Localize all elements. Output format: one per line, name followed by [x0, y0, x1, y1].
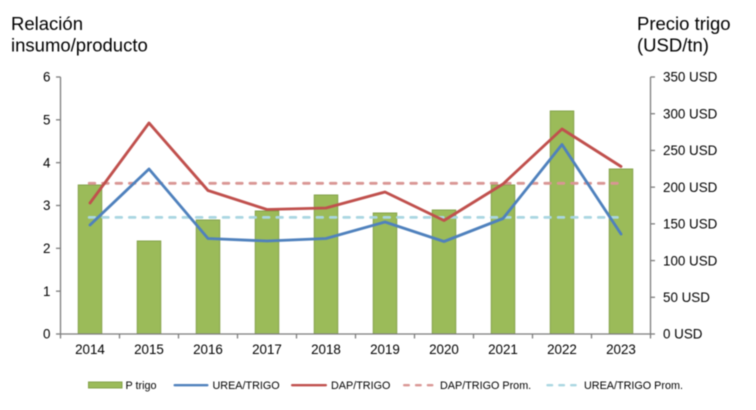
svg-text:DAP/TRIGO Prom.: DAP/TRIGO Prom. — [440, 380, 531, 392]
svg-text:2022: 2022 — [547, 342, 577, 357]
svg-text:150 USD: 150 USD — [663, 217, 718, 232]
svg-text:200 USD: 200 USD — [663, 180, 718, 195]
svg-text:0 USD: 0 USD — [663, 327, 703, 342]
svg-text:Relación: Relación — [11, 13, 83, 34]
svg-text:2018: 2018 — [311, 342, 341, 357]
svg-text:2021: 2021 — [488, 342, 518, 357]
svg-text:6: 6 — [43, 70, 50, 85]
svg-text:300 USD: 300 USD — [663, 106, 718, 121]
svg-text:250 USD: 250 USD — [663, 143, 718, 158]
svg-text:0: 0 — [43, 327, 50, 342]
svg-text:UREA/TRIGO Prom.: UREA/TRIGO Prom. — [584, 380, 683, 392]
svg-text:UREA/TRIGO: UREA/TRIGO — [213, 380, 280, 392]
svg-text:350 USD: 350 USD — [663, 70, 718, 85]
svg-text:2015: 2015 — [134, 342, 164, 357]
svg-text:2016: 2016 — [193, 342, 223, 357]
svg-text:DAP/TRIGO: DAP/TRIGO — [331, 380, 390, 392]
svg-text:1: 1 — [43, 284, 50, 299]
svg-text:2023: 2023 — [606, 342, 636, 357]
svg-text:5: 5 — [43, 113, 50, 128]
svg-text:100 USD: 100 USD — [663, 253, 718, 268]
svg-text:2019: 2019 — [370, 342, 400, 357]
svg-text:2020: 2020 — [429, 342, 459, 357]
svg-text:3: 3 — [43, 198, 50, 213]
svg-text:2014: 2014 — [75, 342, 105, 357]
svg-text:P trigo: P trigo — [126, 380, 157, 392]
svg-text:2017: 2017 — [252, 342, 282, 357]
svg-text:insumo/producto: insumo/producto — [11, 35, 148, 56]
svg-text:(USD/tn): (USD/tn) — [637, 35, 709, 56]
svg-text:2: 2 — [43, 241, 50, 256]
svg-text:50 USD: 50 USD — [663, 290, 710, 305]
svg-text:4: 4 — [43, 155, 51, 170]
svg-text:Precio trigo: Precio trigo — [637, 13, 731, 34]
